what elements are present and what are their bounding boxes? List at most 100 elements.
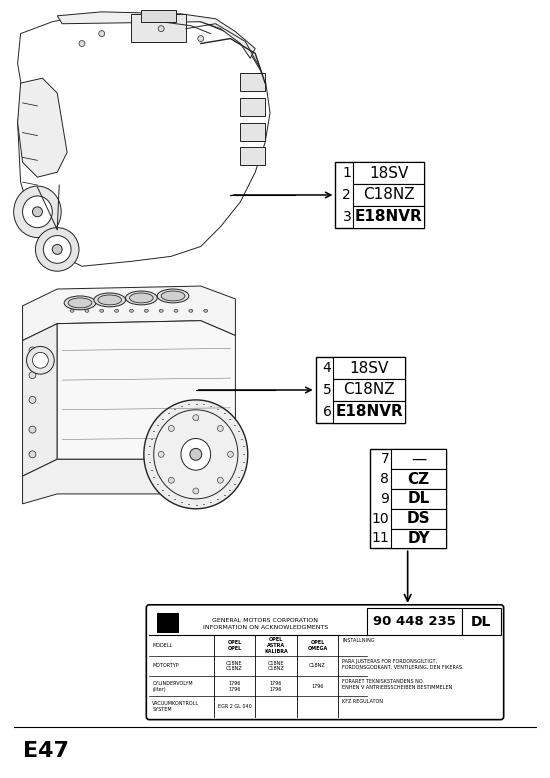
- Ellipse shape: [157, 289, 189, 303]
- Bar: [131, 14, 186, 41]
- Text: VACUUMKONTROLL
SYSTEM: VACUUMKONTROLL SYSTEM: [152, 701, 200, 712]
- Text: C18NZ: C18NZ: [363, 187, 415, 202]
- Text: DY: DY: [407, 531, 430, 546]
- Ellipse shape: [228, 451, 233, 457]
- Ellipse shape: [100, 310, 104, 312]
- Ellipse shape: [94, 293, 125, 307]
- Bar: [391, 469, 446, 489]
- Text: OPEL
OPEL: OPEL OPEL: [227, 640, 241, 651]
- Text: 11: 11: [372, 531, 389, 545]
- Ellipse shape: [29, 397, 36, 403]
- Bar: [391, 450, 446, 469]
- Text: KFZ REGULATON: KFZ REGULATON: [342, 699, 383, 704]
- Bar: [391, 489, 446, 509]
- Bar: [462, 608, 501, 636]
- Ellipse shape: [217, 477, 223, 483]
- Text: 7: 7: [381, 452, 389, 466]
- Text: 1796
1796: 1796 1796: [228, 681, 240, 692]
- Ellipse shape: [52, 244, 62, 254]
- Ellipse shape: [158, 451, 164, 457]
- Ellipse shape: [168, 426, 174, 432]
- Text: 5: 5: [323, 383, 332, 397]
- Bar: [391, 528, 446, 548]
- Ellipse shape: [125, 291, 157, 305]
- Ellipse shape: [159, 310, 163, 312]
- Text: EGR 2 GL 040: EGR 2 GL 040: [218, 704, 251, 709]
- Text: DL: DL: [408, 492, 430, 506]
- Ellipse shape: [129, 293, 153, 303]
- Polygon shape: [57, 321, 235, 464]
- Text: 18SV: 18SV: [369, 166, 409, 180]
- Ellipse shape: [190, 448, 202, 461]
- Ellipse shape: [64, 296, 96, 310]
- Ellipse shape: [204, 310, 208, 312]
- Bar: [240, 123, 265, 141]
- Ellipse shape: [68, 298, 92, 308]
- Bar: [333, 401, 405, 422]
- Text: 1796: 1796: [311, 684, 324, 689]
- Ellipse shape: [35, 228, 79, 272]
- Bar: [367, 608, 462, 636]
- Ellipse shape: [32, 207, 42, 217]
- Text: —: —: [411, 452, 426, 467]
- Text: E47: E47: [23, 741, 69, 762]
- Bar: [240, 98, 265, 116]
- Polygon shape: [23, 459, 235, 504]
- Text: C18NE
C18NZ: C18NE C18NZ: [268, 661, 284, 671]
- Polygon shape: [23, 324, 57, 476]
- Bar: [370, 450, 446, 548]
- Text: 1: 1: [342, 166, 351, 180]
- Ellipse shape: [129, 310, 134, 312]
- Text: FORARET TEKNISKSTANDENS NO.
ENHEN V ANTRIEBSSCHEIBEN BESTIMMELEN: FORARET TEKNISKSTANDENS NO. ENHEN V ANTR…: [342, 679, 453, 690]
- Text: 4: 4: [323, 361, 332, 375]
- Ellipse shape: [217, 426, 223, 432]
- Text: C18NE
C18NZ: C18NE C18NZ: [226, 661, 243, 671]
- Ellipse shape: [32, 352, 48, 368]
- Text: INFORMATION ON ACKNOWLEDGMENTS: INFORMATION ON ACKNOWLEDGMENTS: [202, 625, 328, 629]
- Text: C18NZ: C18NZ: [343, 383, 395, 398]
- Text: E18NVR: E18NVR: [355, 209, 423, 224]
- Text: 2: 2: [343, 188, 351, 202]
- Text: GENERAL MOTORS CORPORATION: GENERAL MOTORS CORPORATION: [212, 618, 318, 622]
- Ellipse shape: [85, 310, 89, 312]
- Text: DL: DL: [471, 615, 492, 629]
- Ellipse shape: [144, 310, 148, 312]
- Ellipse shape: [154, 410, 238, 499]
- Text: CZ: CZ: [408, 471, 430, 486]
- Ellipse shape: [99, 30, 104, 37]
- Ellipse shape: [29, 372, 36, 379]
- Text: OPEL
ASTRA
KALIBRA: OPEL ASTRA KALIBRA: [264, 637, 288, 654]
- Polygon shape: [23, 286, 235, 341]
- Bar: [240, 148, 265, 165]
- Text: 1796
1796: 1796 1796: [270, 681, 282, 692]
- Ellipse shape: [23, 196, 52, 228]
- Bar: [240, 73, 265, 91]
- Polygon shape: [57, 12, 255, 58]
- Ellipse shape: [181, 439, 211, 470]
- Bar: [353, 206, 425, 228]
- Text: 9: 9: [381, 492, 389, 506]
- Ellipse shape: [79, 40, 85, 47]
- Ellipse shape: [29, 347, 36, 354]
- Ellipse shape: [29, 451, 36, 457]
- Ellipse shape: [198, 36, 204, 41]
- FancyBboxPatch shape: [146, 605, 504, 720]
- Text: 18SV: 18SV: [349, 361, 389, 376]
- Ellipse shape: [114, 310, 119, 312]
- Ellipse shape: [26, 346, 54, 374]
- Text: INSTALLNING: INSTALLNING: [342, 639, 375, 643]
- Text: MOTORTYP: MOTORTYP: [152, 664, 179, 668]
- Polygon shape: [18, 14, 270, 266]
- Text: 8: 8: [381, 472, 389, 486]
- Text: DS: DS: [406, 511, 430, 526]
- Text: OPEL
OMEGA: OPEL OMEGA: [307, 640, 328, 651]
- Ellipse shape: [70, 310, 74, 312]
- Bar: [333, 357, 405, 379]
- Text: CYLINDERVOLYM
(liter): CYLINDERVOLYM (liter): [152, 681, 193, 692]
- Bar: [353, 163, 425, 184]
- Text: MODELL: MODELL: [152, 643, 173, 648]
- Ellipse shape: [189, 310, 193, 312]
- Text: PARA JUSTERAS FOR FORDONSGILTIGT,
FORDONSGODKANT, VENTILERING, DEN FIKERAS.: PARA JUSTERAS FOR FORDONSGILTIGT, FORDON…: [342, 659, 464, 670]
- Ellipse shape: [43, 236, 71, 263]
- Ellipse shape: [144, 400, 248, 509]
